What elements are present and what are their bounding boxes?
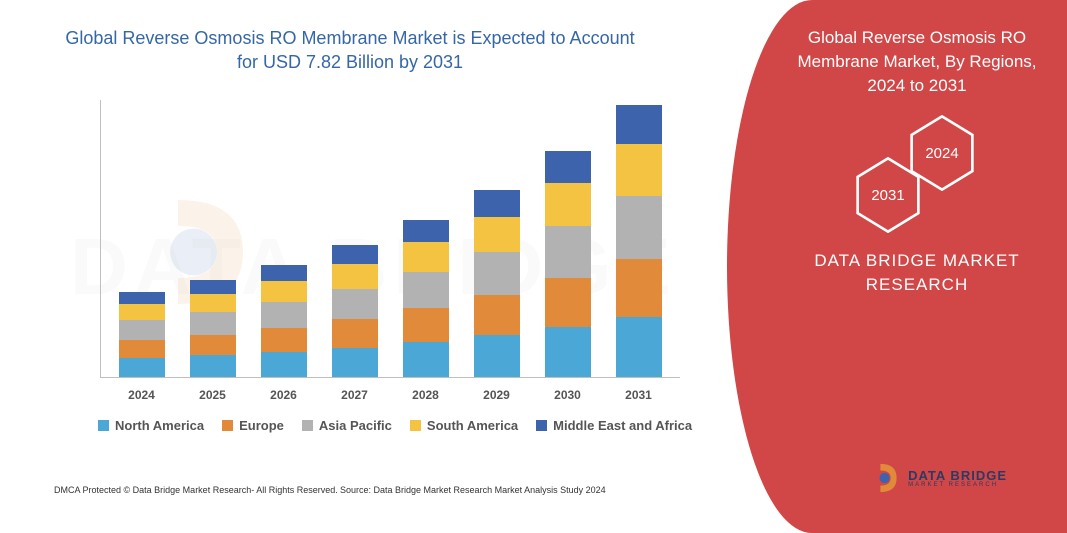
bar-segment	[403, 242, 449, 272]
legend-swatch	[536, 420, 547, 431]
bar-segment	[403, 342, 449, 377]
bar-segment	[474, 217, 520, 252]
bar-column	[119, 292, 165, 377]
hex-2031-label: 2031	[871, 187, 904, 204]
legend-label: Europe	[239, 418, 284, 433]
x-tick-label: 2027	[332, 388, 378, 410]
chart-area: 2024 2025 2026 2027 2028 2029 2030 2031	[100, 100, 680, 410]
bar-segment	[332, 245, 378, 264]
bar-segment	[545, 183, 591, 226]
bars-container	[101, 100, 680, 377]
brand-text: DATA BRIDGE MARKET RESEARCH	[797, 249, 1037, 297]
bar-segment	[545, 151, 591, 183]
legend-swatch	[302, 420, 313, 431]
bar-column	[261, 265, 307, 377]
bar-segment	[616, 196, 662, 259]
chart-legend: North America Europe Asia Pacific South Ame…	[98, 418, 698, 433]
chart-title: Global Reverse Osmosis RO Membrane Marke…	[60, 26, 640, 75]
bar-column	[616, 105, 662, 377]
bar-segment	[332, 348, 378, 377]
legend-item: South America	[410, 418, 518, 433]
bar-segment	[261, 281, 307, 302]
legend-item: Europe	[222, 418, 284, 433]
x-axis-labels: 2024 2025 2026 2027 2028 2029 2030 2031	[100, 382, 680, 410]
databridge-logo: DATA BRIDGE MARKET RESEARCH	[872, 461, 1007, 495]
bar-segment	[545, 278, 591, 327]
bar-segment	[190, 312, 236, 334]
bar-segment	[119, 304, 165, 320]
bar-segment	[261, 302, 307, 328]
bar-segment	[119, 292, 165, 304]
bar-segment	[616, 317, 662, 377]
x-tick-label: 2024	[119, 388, 165, 410]
bar-segment	[474, 190, 520, 216]
bar-segment	[616, 105, 662, 144]
bar-segment	[403, 272, 449, 308]
legend-item: North America	[98, 418, 204, 433]
x-tick-label: 2031	[616, 388, 662, 410]
bar-segment	[119, 358, 165, 377]
logo-text-wrap: DATA BRIDGE MARKET RESEARCH	[908, 469, 1007, 488]
bar-segment	[616, 259, 662, 317]
legend-label: Middle East and Africa	[553, 418, 692, 433]
legend-item: Middle East and Africa	[536, 418, 692, 433]
legend-swatch	[98, 420, 109, 431]
bar-segment	[332, 319, 378, 347]
bar-segment	[403, 308, 449, 342]
bar-column	[545, 151, 591, 377]
bar-segment	[616, 144, 662, 196]
bar-segment	[474, 252, 520, 295]
x-tick-label: 2025	[190, 388, 236, 410]
bar-segment	[332, 289, 378, 320]
legend-label: South America	[427, 418, 518, 433]
bar-column	[332, 245, 378, 377]
hex-2031: 2031	[855, 157, 921, 233]
bar-segment	[474, 335, 520, 377]
bar-segment	[190, 355, 236, 377]
bar-segment	[261, 352, 307, 377]
bar-column	[190, 280, 236, 377]
hex-2024-label: 2024	[925, 145, 958, 162]
bar-segment	[545, 327, 591, 377]
legend-swatch	[410, 420, 421, 431]
bar-segment	[261, 328, 307, 352]
bar-column	[403, 220, 449, 377]
bar-segment	[119, 340, 165, 358]
x-tick-label: 2029	[474, 388, 520, 410]
logo-subtext: MARKET RESEARCH	[908, 482, 1007, 488]
bar-segment	[190, 280, 236, 294]
x-tick-label: 2026	[261, 388, 307, 410]
bar-segment	[261, 265, 307, 281]
logo-text: DATA BRIDGE	[908, 469, 1007, 482]
chart-plot	[100, 100, 680, 378]
legend-label: Asia Pacific	[319, 418, 392, 433]
footer-source: Source: Data Bridge Market Research Mark…	[340, 485, 606, 495]
bar-segment	[190, 294, 236, 312]
logo-mark-icon	[872, 461, 902, 495]
footer-dmca: DMCA Protected © Data Bridge Market Rese…	[54, 485, 338, 495]
bar-segment	[403, 220, 449, 242]
right-panel-title: Global Reverse Osmosis RO Membrane Marke…	[797, 26, 1037, 97]
bar-segment	[332, 264, 378, 289]
hex-badges: 2024 2031	[837, 115, 997, 235]
legend-label: North America	[115, 418, 204, 433]
bar-segment	[545, 226, 591, 278]
legend-swatch	[222, 420, 233, 431]
right-panel: Global Reverse Osmosis RO Membrane Marke…	[727, 0, 1067, 533]
bar-segment	[119, 320, 165, 339]
x-tick-label: 2028	[403, 388, 449, 410]
bar-segment	[474, 295, 520, 335]
legend-item: Asia Pacific	[302, 418, 392, 433]
bar-segment	[190, 335, 236, 356]
x-tick-label: 2030	[545, 388, 591, 410]
bar-column	[474, 190, 520, 377]
